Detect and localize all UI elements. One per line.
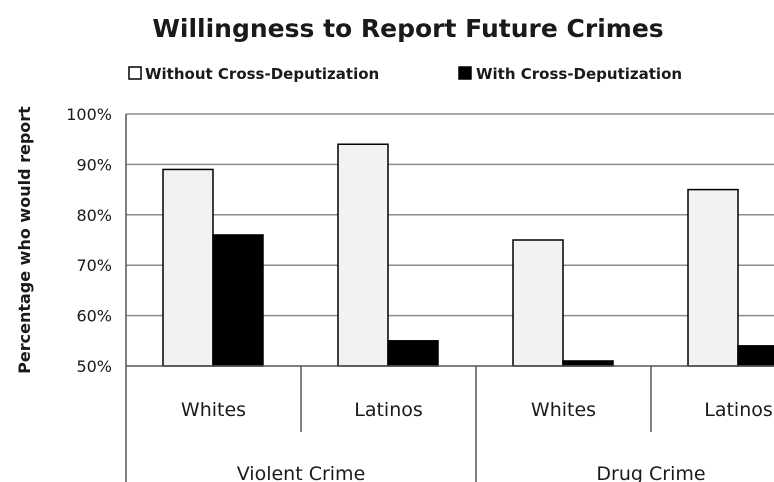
category-label-2: Whites [531,399,596,421]
bar-with-0 [213,235,263,366]
group-label-1: Drug Crime [596,463,705,482]
category-label-3: Latinos [704,399,773,421]
category-label-1: Latinos [354,399,423,421]
bars [163,144,774,366]
y-tick-label-50: 50% [76,357,112,376]
bar-with-1 [388,341,438,366]
legend: Without Cross-Deputization With Cross-De… [129,65,682,83]
y-tick-labels: 50% 60% 70% 80% 90% 100% [66,105,112,376]
legend-label-with: With Cross-Deputization [476,65,682,83]
y-tick-label-100: 100% [66,105,112,124]
group-label-0: Violent Crime [237,463,366,482]
y-tick-label-70: 70% [76,256,112,275]
y-tick-label-80: 80% [76,206,112,225]
y-axis-label: Percentage who would report [15,106,34,374]
bar-with-3 [738,346,774,366]
bar-without-0 [163,169,213,366]
bar-with-2 [563,361,613,366]
category-labels: Whites Latinos Whites Latinos [181,399,773,421]
y-tick-label-90: 90% [76,155,112,174]
bar-without-3 [688,190,738,366]
bar-without-2 [513,240,563,366]
legend-swatch-without [129,67,141,79]
legend-swatch-with [459,67,471,79]
y-tick-label-60: 60% [76,307,112,326]
group-labels: Violent Crime Drug Crime [237,463,706,482]
chart-title: Willingness to Report Future Crimes [152,14,663,43]
legend-label-without: Without Cross-Deputization [145,65,379,83]
category-label-0: Whites [181,399,246,421]
bar-without-1 [338,144,388,366]
